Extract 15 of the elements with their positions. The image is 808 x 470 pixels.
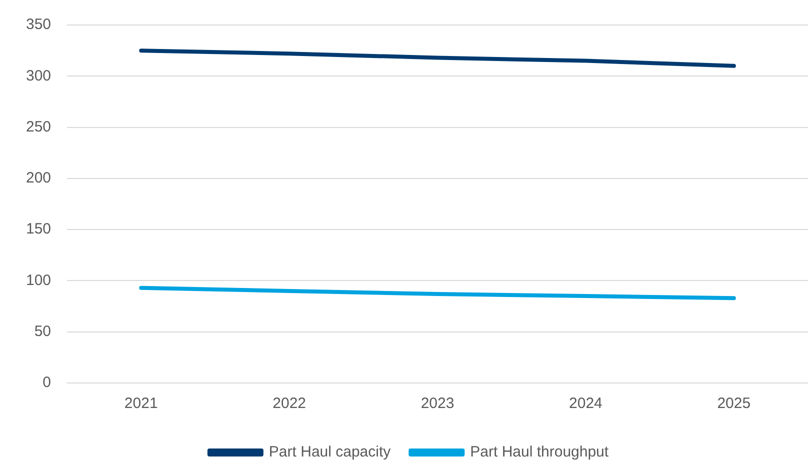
y-tick-label: 350 xyxy=(26,16,52,34)
y-tick-label: 150 xyxy=(26,220,52,238)
y-tick-label: 0 xyxy=(42,374,52,392)
x-tick-label: 2024 xyxy=(569,395,602,412)
x-tick-label: 2023 xyxy=(420,395,454,412)
y-tick-label: 300 xyxy=(26,67,52,84)
x-tick-label: 2021 xyxy=(124,395,158,412)
y-tick-label: 200 xyxy=(26,170,52,187)
x-tick-label: 2022 xyxy=(272,395,306,412)
legend-label: Part Haul throughput xyxy=(470,444,610,461)
y-tick-label: 250 xyxy=(26,118,52,136)
x-tick-label: 2025 xyxy=(717,395,751,412)
legend-label: Part Haul capacity xyxy=(268,444,392,461)
y-tick-label: 100 xyxy=(26,272,52,289)
y-tick-label: 50 xyxy=(34,323,52,340)
